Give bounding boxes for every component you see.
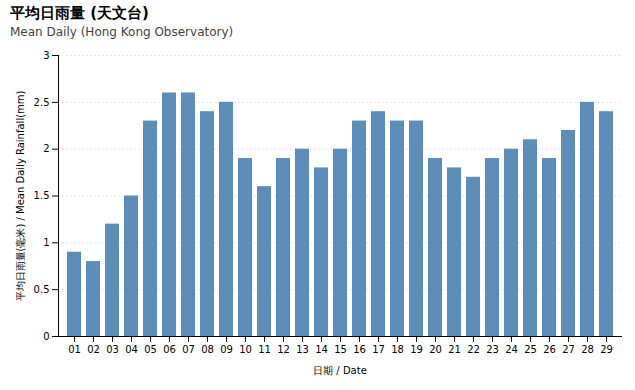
svg-text:15: 15 xyxy=(334,344,347,355)
svg-text:09: 09 xyxy=(220,344,233,355)
svg-text:23: 23 xyxy=(486,344,499,355)
svg-text:25: 25 xyxy=(524,344,537,355)
svg-text:24: 24 xyxy=(505,344,518,355)
svg-text:0: 0 xyxy=(43,331,49,342)
svg-text:1: 1 xyxy=(43,237,49,248)
svg-text:16: 16 xyxy=(353,344,366,355)
svg-text:3: 3 xyxy=(43,50,49,61)
svg-text:07: 07 xyxy=(182,344,195,355)
svg-text:平均日雨量(毫米) / Mean Daily Rainfal: 平均日雨量(毫米) / Mean Daily Rainfall(mm) xyxy=(15,90,26,301)
svg-text:06: 06 xyxy=(163,344,176,355)
svg-text:10: 10 xyxy=(239,344,252,355)
svg-text:13: 13 xyxy=(296,344,309,355)
svg-text:26: 26 xyxy=(543,344,556,355)
svg-text:日期 / Date: 日期 / Date xyxy=(313,365,367,376)
svg-text:29: 29 xyxy=(600,344,613,355)
svg-text:20: 20 xyxy=(429,344,442,355)
svg-text:27: 27 xyxy=(562,344,575,355)
svg-text:04: 04 xyxy=(125,344,138,355)
svg-text:12: 12 xyxy=(277,344,290,355)
svg-text:08: 08 xyxy=(201,344,214,355)
svg-text:19: 19 xyxy=(410,344,423,355)
svg-text:1.5: 1.5 xyxy=(34,190,50,201)
svg-text:02: 02 xyxy=(87,344,100,355)
svg-text:17: 17 xyxy=(372,344,385,355)
svg-text:22: 22 xyxy=(467,344,480,355)
svg-text:14: 14 xyxy=(315,344,328,355)
svg-text:21: 21 xyxy=(448,344,461,355)
svg-text:03: 03 xyxy=(106,344,119,355)
svg-text:01: 01 xyxy=(68,344,81,355)
svg-text:11: 11 xyxy=(258,344,271,355)
svg-text:28: 28 xyxy=(581,344,594,355)
svg-text:2: 2 xyxy=(43,143,49,154)
html-text:Mean Daily (Hong Kong Observat: Mean Daily (Hong Kong Observatory) xyxy=(10,25,234,39)
svg-text:18: 18 xyxy=(391,344,404,355)
svg-text:2.5: 2.5 xyxy=(34,97,50,108)
html-text:平均日雨量 (天文台): 平均日雨量 (天文台) xyxy=(10,4,149,22)
svg-text:0.5: 0.5 xyxy=(34,284,50,295)
svg-text:05: 05 xyxy=(144,344,157,355)
